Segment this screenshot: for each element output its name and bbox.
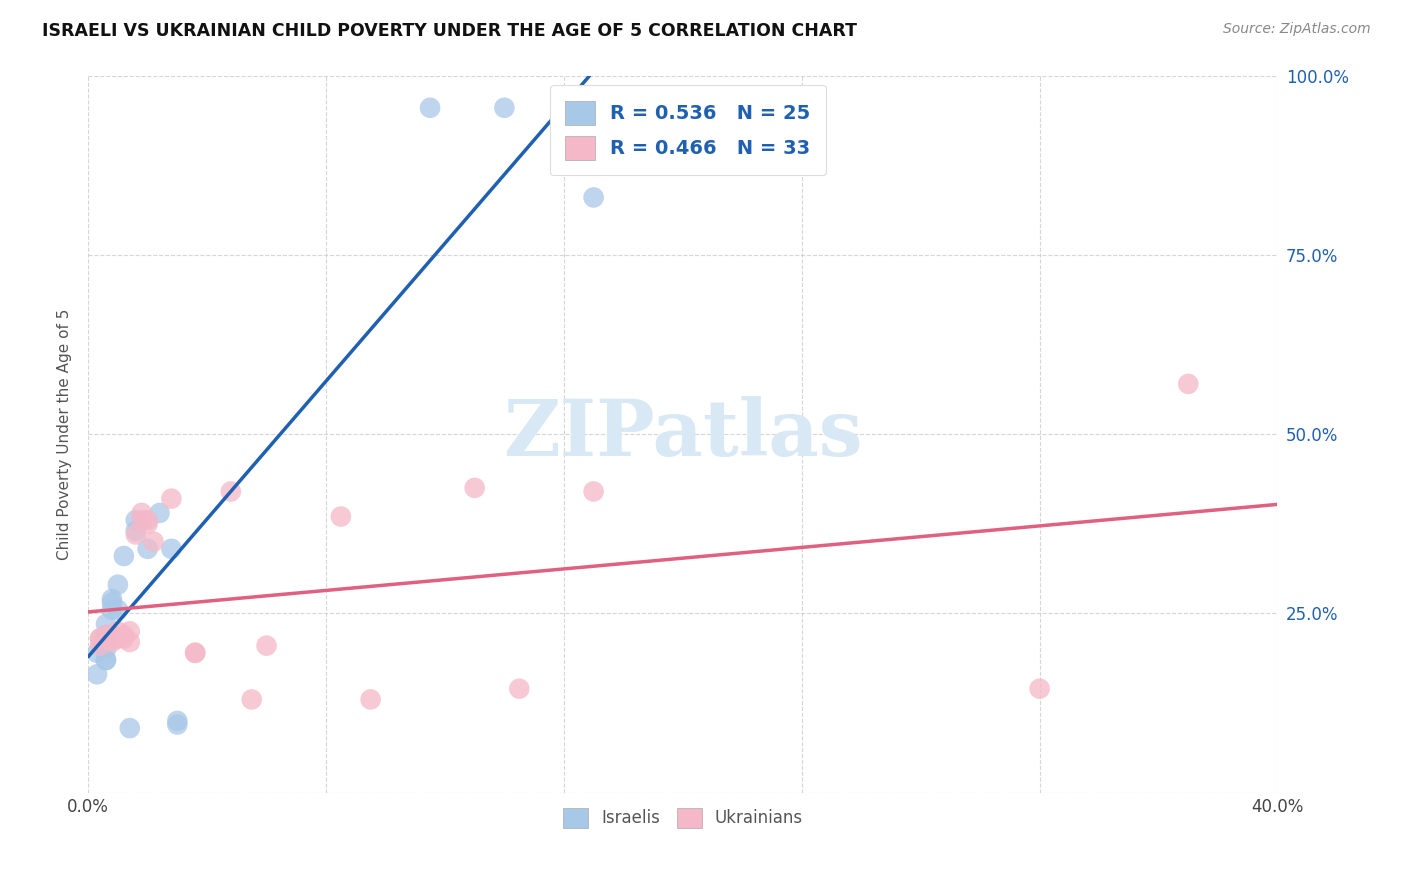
Point	[112, 549, 135, 563]
Point	[94, 632, 117, 646]
Point	[360, 692, 382, 706]
Point	[464, 481, 486, 495]
Text: ZIPatlas: ZIPatlas	[503, 396, 863, 472]
Point	[89, 632, 111, 646]
Point	[94, 642, 117, 657]
Point	[184, 646, 207, 660]
Legend: Israelis, Ukrainians: Israelis, Ukrainians	[555, 801, 810, 835]
Point	[160, 541, 183, 556]
Point	[107, 577, 129, 591]
Point	[101, 603, 124, 617]
Point	[89, 632, 111, 646]
Point	[136, 513, 159, 527]
Point	[125, 524, 148, 538]
Text: Source: ZipAtlas.com: Source: ZipAtlas.com	[1223, 22, 1371, 37]
Point	[508, 681, 530, 696]
Point	[101, 632, 124, 646]
Point	[419, 101, 441, 115]
Point	[136, 541, 159, 556]
Point	[94, 653, 117, 667]
Y-axis label: Child Poverty Under the Age of 5: Child Poverty Under the Age of 5	[58, 309, 72, 560]
Point	[494, 101, 516, 115]
Point	[94, 628, 117, 642]
Point	[136, 516, 159, 531]
Point	[184, 646, 207, 660]
Point	[118, 624, 141, 639]
Point	[112, 628, 135, 642]
Point	[125, 527, 148, 541]
Point	[101, 596, 124, 610]
Point	[118, 721, 141, 735]
Point	[219, 484, 242, 499]
Point	[118, 635, 141, 649]
Point	[101, 628, 124, 642]
Point	[166, 717, 188, 731]
Point	[166, 714, 188, 728]
Point	[94, 632, 117, 646]
Point	[94, 632, 117, 646]
Point	[94, 617, 117, 632]
Point	[148, 506, 170, 520]
Point	[101, 635, 124, 649]
Point	[86, 667, 108, 681]
Point	[101, 592, 124, 607]
Point	[1028, 681, 1050, 696]
Point	[94, 628, 117, 642]
Point	[131, 506, 153, 520]
Point	[256, 639, 278, 653]
Point	[160, 491, 183, 506]
Point	[94, 653, 117, 667]
Point	[142, 534, 165, 549]
Point	[125, 513, 148, 527]
Point	[107, 603, 129, 617]
Point	[1177, 376, 1199, 391]
Point	[240, 692, 263, 706]
Point	[89, 639, 111, 653]
Point	[131, 513, 153, 527]
Point	[107, 624, 129, 639]
Point	[582, 190, 605, 204]
Text: ISRAELI VS UKRAINIAN CHILD POVERTY UNDER THE AGE OF 5 CORRELATION CHART: ISRAELI VS UKRAINIAN CHILD POVERTY UNDER…	[42, 22, 858, 40]
Point	[582, 484, 605, 499]
Point	[86, 646, 108, 660]
Point	[107, 632, 129, 646]
Point	[112, 632, 135, 646]
Point	[329, 509, 352, 524]
